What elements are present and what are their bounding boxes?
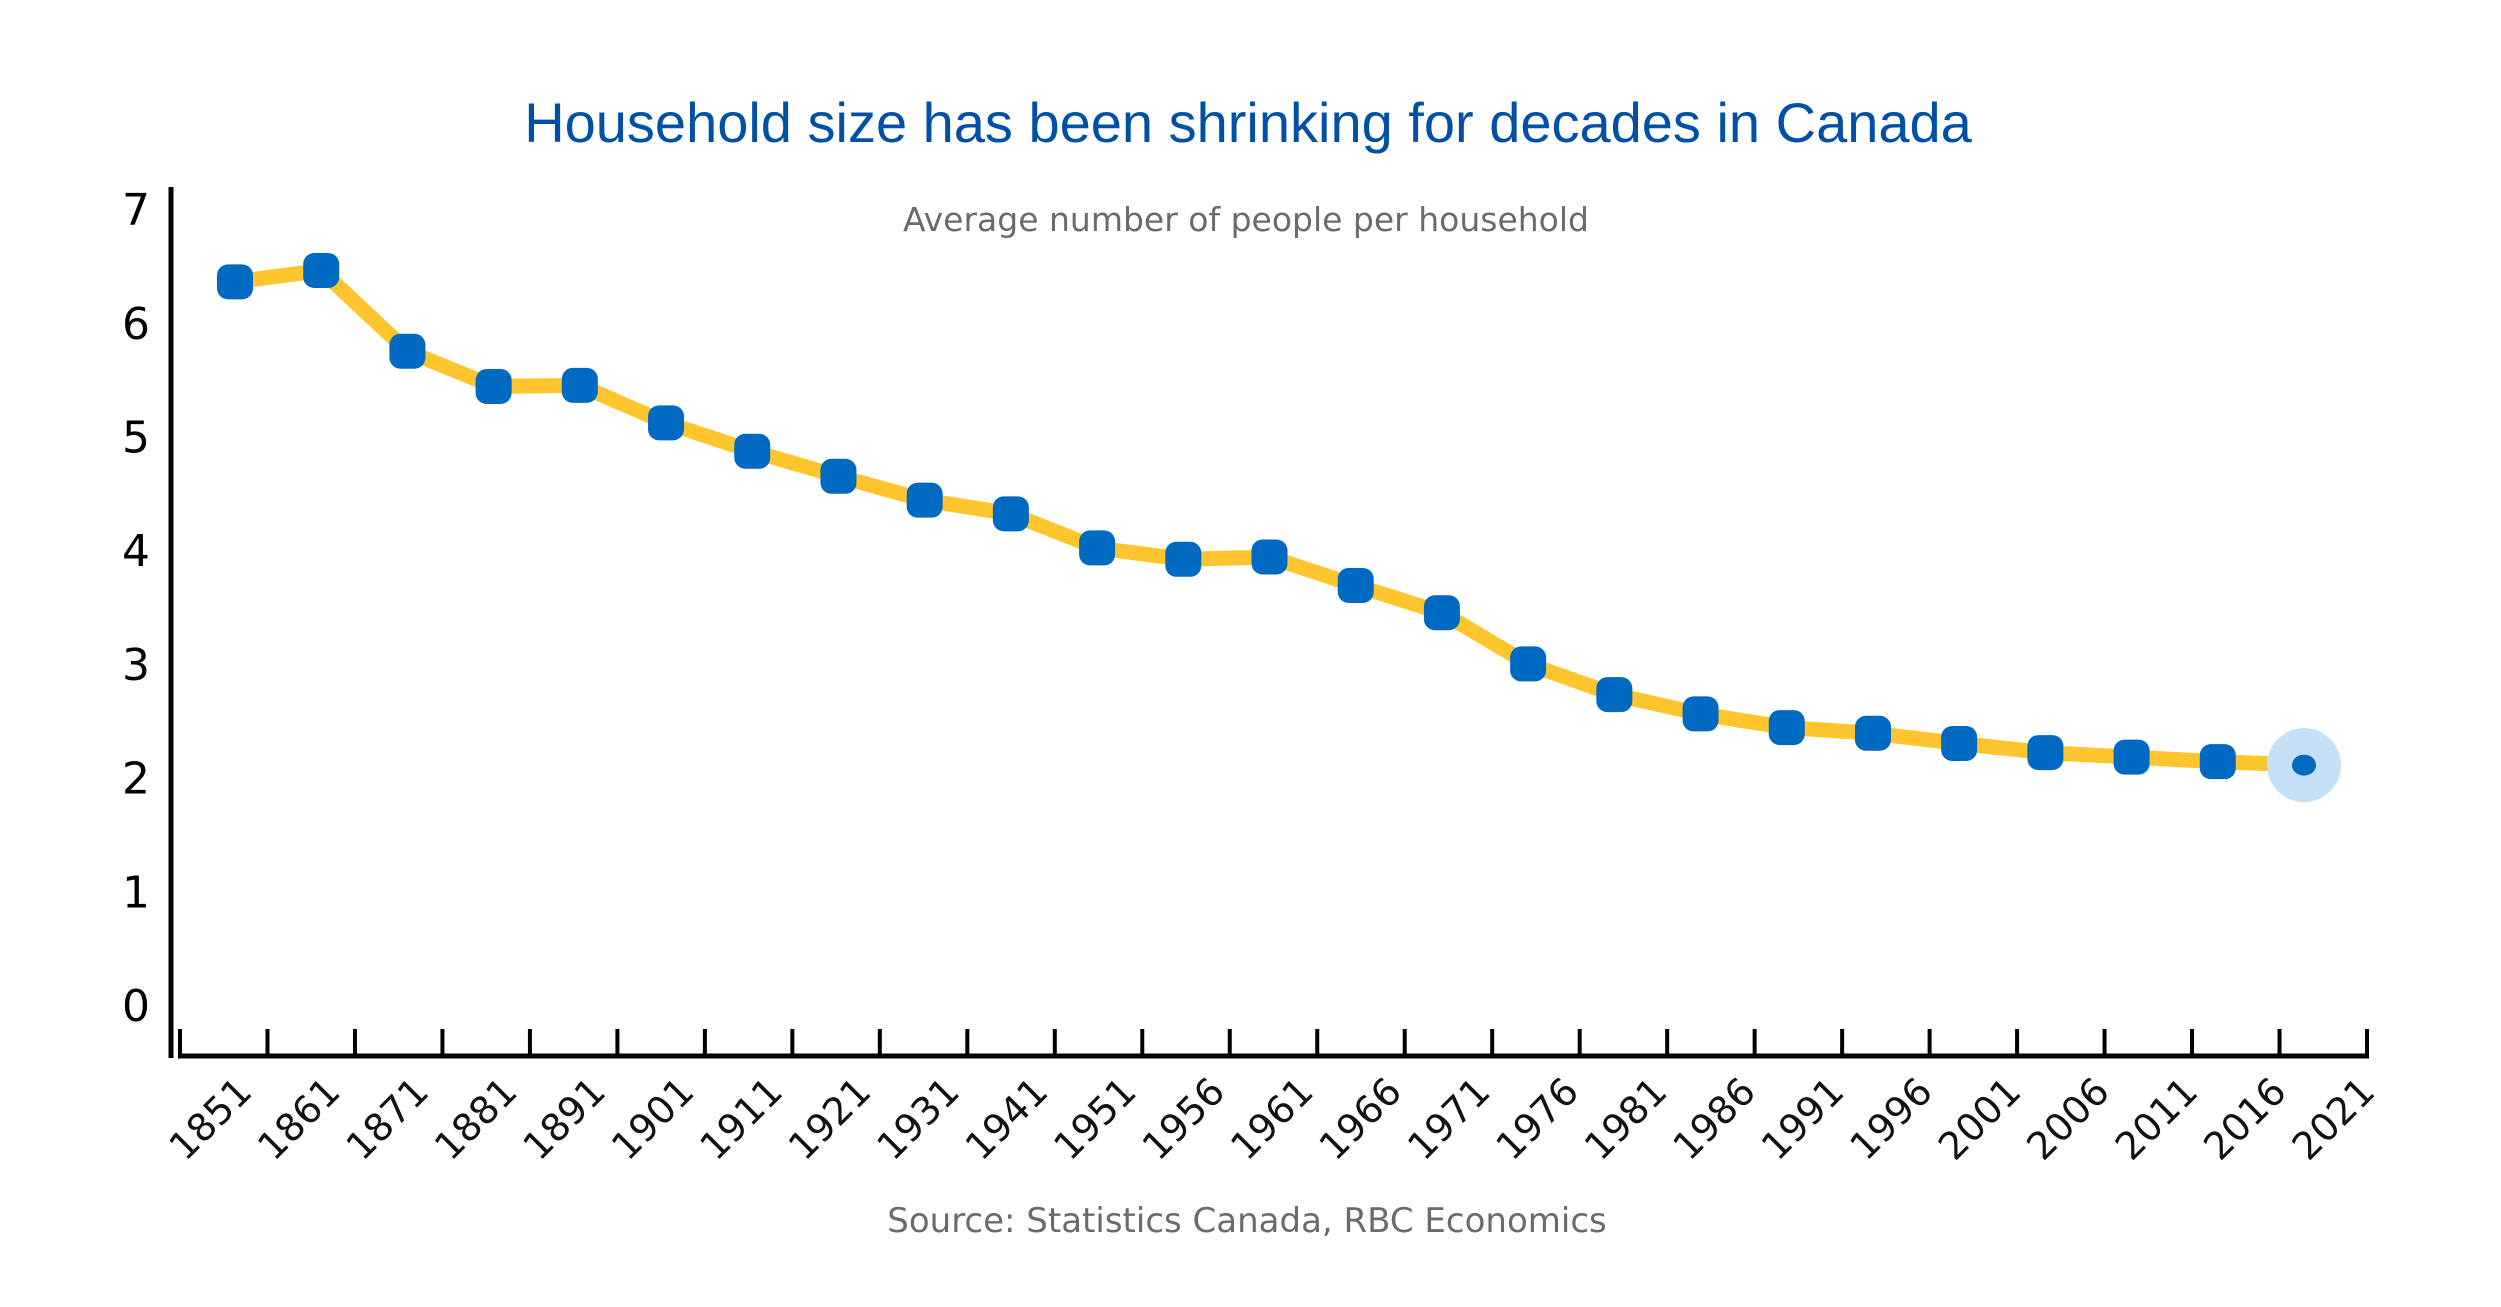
chart-subtitle: Average number of people per household	[903, 200, 1589, 239]
x-tick-label: 1941	[957, 1069, 1057, 1169]
x-tick-label: 2016	[2195, 1069, 2295, 1169]
x-tick-label: 1971	[1399, 1069, 1499, 1169]
x-tick-label: 1931	[868, 1069, 968, 1169]
x-tick-label: 1976	[1488, 1069, 1588, 1169]
y-axis-tick-labels: 0 1 2 3 4 5 6 7	[122, 185, 150, 1032]
x-tick-label: 1961	[1222, 1069, 1322, 1169]
chart-title: Household size has been shrinking for de…	[524, 91, 1972, 154]
x-axis	[178, 1029, 2369, 1059]
x-tick-label: 1881	[426, 1069, 526, 1169]
y-tick-label: 7	[122, 185, 150, 236]
series-household-size	[217, 252, 2341, 803]
x-tick-label: 1861	[249, 1069, 349, 1169]
x-tick-label: 1911	[691, 1069, 791, 1169]
series-line	[227, 262, 2312, 773]
data-point-highlighted	[2292, 754, 2316, 776]
x-tick-label: 1921	[780, 1069, 880, 1169]
data-point	[561, 367, 598, 403]
x-tick-label: 1951	[1045, 1069, 1145, 1169]
data-point	[1337, 567, 1374, 603]
data-point	[1165, 541, 1202, 577]
x-tick-label: 1871	[338, 1069, 438, 1169]
y-tick-label: 3	[122, 640, 150, 691]
data-point	[648, 405, 685, 441]
data-point	[820, 458, 857, 494]
x-tick-label: 2011	[2107, 1069, 2207, 1169]
data-point	[2199, 744, 2236, 780]
data-point	[1079, 530, 1116, 566]
x-tick-label: 1966	[1311, 1069, 1411, 1169]
data-point	[1854, 715, 1891, 751]
data-point	[389, 333, 426, 369]
data-point	[1251, 539, 1288, 575]
x-tick-label: 1981	[1576, 1069, 1676, 1169]
y-tick-label: 2	[122, 754, 150, 805]
x-tick-label: 2021	[2284, 1069, 2384, 1169]
data-point	[1510, 646, 1547, 682]
x-tick-label: 1851	[161, 1069, 261, 1169]
data-point	[1423, 595, 1460, 631]
y-tick-label: 0	[122, 981, 150, 1032]
x-tick-label: 1991	[1753, 1069, 1853, 1169]
data-point	[2027, 735, 2064, 771]
data-point	[1682, 696, 1719, 732]
data-point	[1596, 677, 1633, 713]
x-tick-label: 2001	[1930, 1069, 2030, 1169]
data-point	[906, 482, 943, 518]
data-point	[734, 433, 771, 469]
y-tick-label: 1	[122, 867, 150, 918]
x-tick-label: 1986	[1664, 1069, 1764, 1169]
x-axis-tick-labels: 1851186118711881189119011911192119311941…	[161, 1069, 2384, 1169]
data-point	[992, 496, 1029, 532]
x-tick-label: 1901	[603, 1069, 703, 1169]
x-tick-label: 1891	[515, 1069, 615, 1169]
x-tick-label: 1956	[1134, 1069, 1234, 1169]
source-note: Source: Statistics Canada, RBC Economics	[887, 1201, 1606, 1241]
data-point	[475, 368, 512, 404]
x-tick-label: 2006	[2018, 1069, 2118, 1169]
y-tick-label: 6	[122, 299, 150, 350]
x-tick-label: 1996	[1841, 1069, 1941, 1169]
data-point	[2113, 739, 2150, 775]
data-point	[1768, 710, 1805, 746]
y-tick-label: 4	[122, 526, 150, 577]
data-point	[303, 252, 340, 288]
y-tick-label: 5	[122, 413, 150, 464]
data-point	[1941, 725, 1978, 761]
data-point	[217, 264, 253, 300]
